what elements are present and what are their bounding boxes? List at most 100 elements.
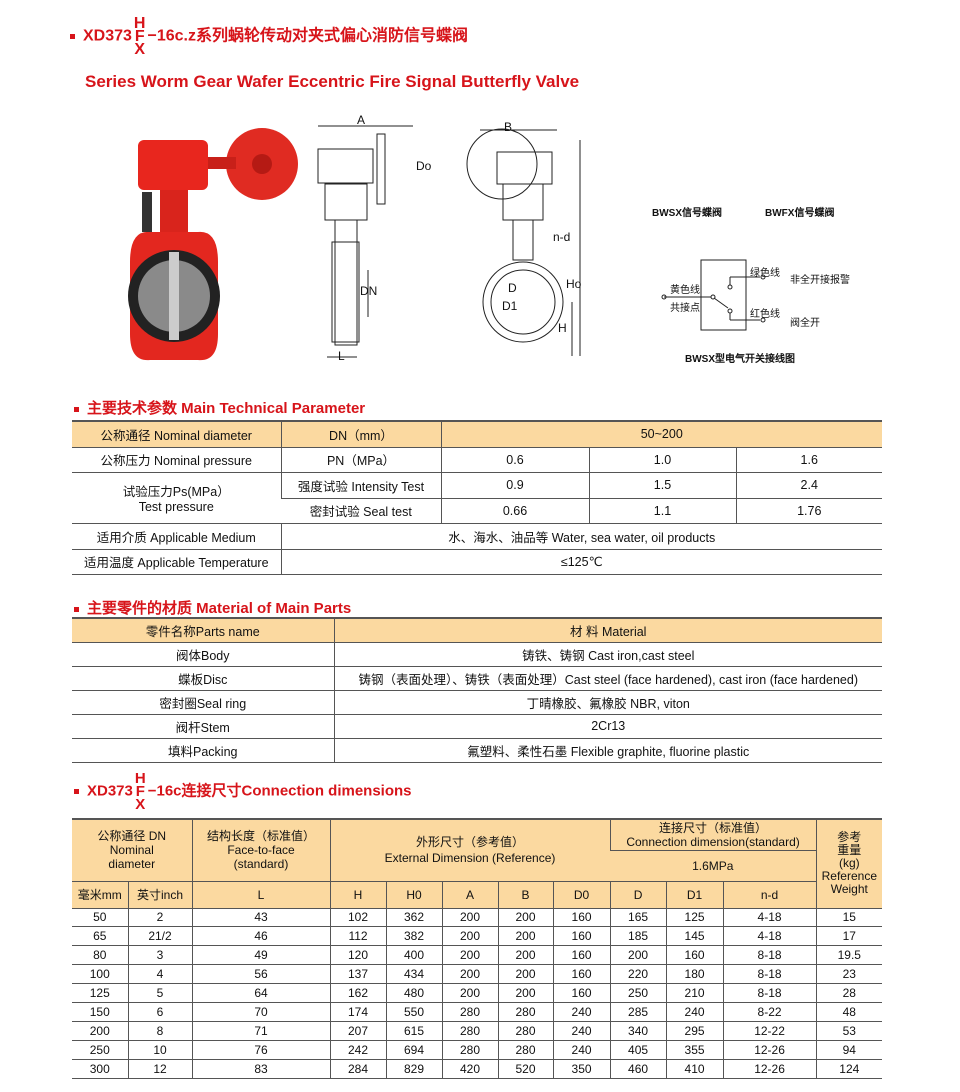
test-pressure-en: Test pressure: [138, 500, 214, 514]
cell: 150: [72, 1002, 128, 1022]
title-mid: F: [134, 28, 145, 45]
cell: 阀体Body: [72, 642, 334, 667]
cell: 1.1: [588, 498, 736, 524]
cell: 1.6: [735, 447, 882, 473]
cell: 参考 重量 (kg) Reference Weight: [815, 819, 883, 909]
title-suffix: −16c.z系列蜗轮传动对夹式偏心消防信号蝶阀: [147, 27, 468, 45]
label-do: Do: [416, 159, 432, 173]
cell: 280: [441, 1021, 499, 1041]
cell: 15: [815, 908, 883, 928]
cell: 242: [329, 1040, 387, 1060]
product-title: XD373 H F X −16c.z系列蜗轮传动对夹式偏心消防信号蝶阀: [70, 15, 468, 58]
cell: 50~200: [440, 421, 882, 448]
h-ftf-en1: Face-to-face: [227, 843, 295, 858]
cell: 520: [497, 1059, 554, 1079]
wiring-diagram: [661, 259, 766, 331]
cell: 829: [385, 1059, 443, 1079]
cell: 120: [329, 945, 387, 966]
cell: 280: [497, 1002, 554, 1022]
test-pressure-cn: 试验压力Ps(MPa）: [122, 485, 230, 499]
table-row: 蝶板Disc 铸钢（表面处理）、铸铁（表面处理）Cast steel (face …: [72, 666, 882, 691]
label-b: B: [504, 120, 513, 134]
column-header: D1: [665, 881, 724, 909]
cell: 340: [609, 1021, 667, 1041]
cell: 3: [127, 945, 193, 966]
cell: 结构长度（标准值） Face-to-face (standard): [191, 819, 331, 882]
column-header: L: [191, 881, 331, 909]
column-header: A: [441, 881, 499, 909]
cell: 174: [329, 1002, 387, 1022]
conn-sub: X: [135, 796, 146, 813]
bullet-icon: [74, 789, 79, 794]
cell: 65: [72, 926, 128, 947]
cell: 240: [552, 1040, 611, 1060]
cell: 200: [497, 964, 554, 985]
h-dn-cn: 公称通径 DN: [97, 829, 167, 844]
cell: 285: [609, 1002, 667, 1022]
table-row: 填料Packing 氟塑料、柔性石墨 Flexible graphite, flu…: [72, 738, 882, 763]
cell: 8-18: [722, 983, 817, 1003]
cell: 550: [385, 1002, 443, 1022]
cell: 4-18: [722, 926, 817, 947]
table-row: 300 12 83 284 829 420 520 350 460 410 12-26 124: [72, 1059, 883, 1079]
alarm-label: 非全开接报警: [790, 275, 850, 286]
table-row: 1.6MPa: [72, 850, 882, 882]
table-row: 阀杆Stem 2Cr13: [72, 714, 882, 739]
cell: 112: [329, 926, 387, 947]
label-ho: Ho: [566, 277, 582, 291]
cell: 250: [72, 1040, 128, 1060]
table-row: 65 21/2 46 112 382 200 200 160 185 145 4-18 17: [72, 926, 883, 947]
yellow-wire-label: 黄色线: [670, 285, 700, 296]
cell: 2.4: [735, 472, 882, 499]
cell: 0.66: [440, 498, 589, 524]
cell: 28: [815, 983, 883, 1003]
cell: 405: [609, 1040, 667, 1060]
materials-table: 零件名称Parts name 材 料 Material 阀体Body 铸铁、铸钢 C…: [72, 617, 882, 763]
cell: 250: [609, 983, 667, 1003]
cell: 280: [497, 1040, 554, 1060]
cell: 200: [609, 945, 667, 966]
cell: 94: [815, 1040, 883, 1060]
bullet-icon: [74, 406, 79, 412]
cell: 5: [127, 983, 193, 1003]
cell: 434: [385, 964, 443, 985]
table-row: 适用介质 Applicable Medium 水、海水、油品等 Water, se…: [72, 523, 882, 550]
cell: 8-18: [722, 945, 817, 966]
table-row: 125 5 64 162 480 200 200 160 250 210 8-18 28: [72, 983, 883, 1003]
green-wire-label: 绿色线: [750, 268, 780, 279]
cell: 外形尺寸（参考值） External Dimension (Reference): [329, 819, 611, 882]
cell: 2Cr13: [333, 714, 882, 739]
cell: 0.6: [440, 447, 589, 473]
column-header: 毫米mm: [72, 881, 128, 909]
cell: 200: [441, 964, 499, 985]
table-row: 公称压力 Nominal pressure PN（MPa） 0.6 1.0 1.6: [72, 447, 882, 473]
h-dn-en2: diameter: [108, 857, 156, 872]
tech-heading: 主要技术参数 Main Technical Parameter: [74, 397, 365, 418]
cell: 280: [441, 1040, 499, 1060]
cell: 200: [72, 1021, 128, 1041]
cell: 12-26: [722, 1040, 817, 1060]
cell: 21/2: [127, 926, 193, 947]
cell: 100: [72, 964, 128, 985]
bullet-icon: [74, 606, 79, 612]
cell: 160: [552, 908, 611, 928]
cell: 4: [127, 964, 193, 985]
table-row: 200 8 71 207 615 280 280 240 340 295 12-22 53: [72, 1021, 883, 1041]
cell: 160: [552, 964, 611, 985]
tech-heading-text: 主要技术参数 Main Technical Parameter: [87, 400, 366, 417]
cell: 362: [385, 908, 443, 928]
cell: 420: [441, 1059, 499, 1079]
cell: 160: [552, 945, 611, 966]
conn-sup: H: [134, 770, 146, 787]
common-label: 共接点: [670, 303, 700, 314]
cell: 162: [329, 983, 387, 1003]
cell: 8-22: [722, 1002, 817, 1022]
title-sup: H: [133, 15, 146, 32]
column-header: n-d: [722, 881, 817, 909]
cell: 12: [127, 1059, 193, 1079]
table-row: 公称通径 DN Nominal diameter 结构长度（标准值） Face-to-…: [72, 819, 883, 909]
conn-model: XD373: [87, 782, 133, 800]
cell: 295: [665, 1021, 724, 1041]
cell: 46: [191, 926, 331, 947]
